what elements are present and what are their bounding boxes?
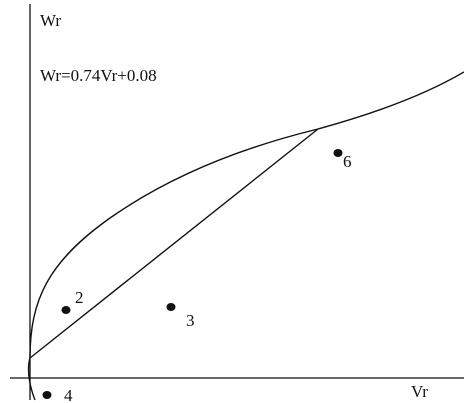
point-6-label: 6 bbox=[343, 152, 352, 171]
point-4: 4 bbox=[42, 386, 73, 403]
point-3-marker bbox=[166, 303, 176, 311]
point-2-label: 2 bbox=[75, 288, 84, 307]
point-4-label: 4 bbox=[64, 386, 73, 403]
point-2-marker bbox=[61, 306, 71, 314]
point-4-marker bbox=[42, 391, 52, 399]
point-6: 6 bbox=[333, 149, 352, 171]
point-3-label: 3 bbox=[186, 311, 195, 330]
point-2: 2 bbox=[61, 288, 84, 314]
x-axis-label: Vr bbox=[411, 382, 428, 401]
y-axis-label: Wr bbox=[40, 11, 61, 30]
upper-curve bbox=[29, 71, 464, 359]
point-6-marker bbox=[333, 149, 343, 157]
lower-curve-tail bbox=[27, 357, 36, 401]
point-3: 3 bbox=[166, 303, 195, 330]
regression-line bbox=[29, 128, 319, 359]
equation-label: Wr=0.74Vr+0.08 bbox=[40, 66, 157, 85]
